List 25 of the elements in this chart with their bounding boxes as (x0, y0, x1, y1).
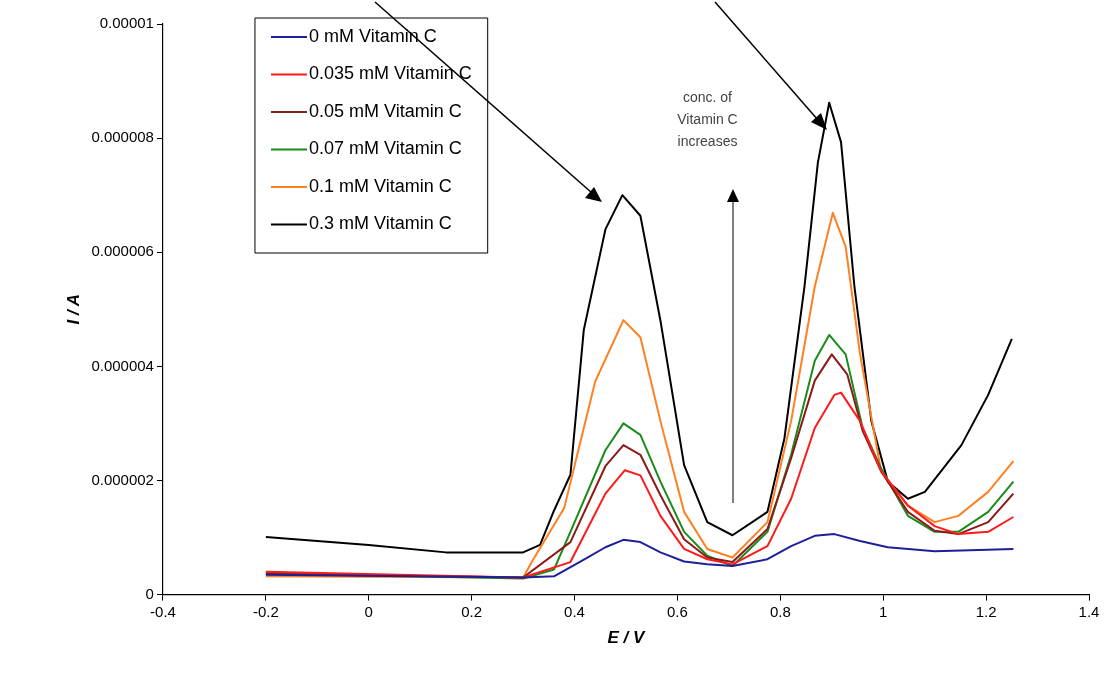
x-tick-label: 0.6 (667, 602, 688, 620)
y-tick-label: 0.000004 (91, 356, 154, 374)
x-tick-label: -0.4 (150, 602, 176, 620)
legend-label: 0.07 mM Vitamin C (308, 138, 462, 159)
legend-label: 0.3 mM Vitamin C (308, 213, 452, 234)
x-tick-label: -0.2 (252, 602, 279, 620)
legend-label: 0.035 mM Vitamin C (308, 63, 472, 84)
x-axis-title: E / V (607, 628, 647, 648)
y-axis-title: I / A (63, 294, 83, 325)
x-tick-label: 0 (364, 602, 373, 620)
x-tick-label: 1.2 (975, 602, 997, 620)
legend-label: 0 mM Vitamin C (308, 25, 437, 46)
x-tick-label: 0.4 (564, 602, 585, 620)
x-tick-label: 0.8 (769, 602, 791, 620)
x-tick-label: 1.4 (1078, 602, 1100, 620)
y-tick-label: 0.000002 (91, 470, 154, 488)
y-tick-label: 0.00001 (99, 14, 154, 32)
x-tick-label: 1 (879, 602, 888, 620)
annotation: conc. of Vitamin C increases (677, 88, 738, 149)
y-tick-label: 0 (145, 584, 154, 602)
y-tick-label: 0.000006 (91, 242, 154, 260)
legend-label: 0.05 mM Vitamin C (308, 100, 462, 121)
y-tick-label: 0.000008 (91, 128, 154, 146)
legend-label: 0.1 mM Vitamin C (308, 175, 452, 196)
x-tick-label: 0.2 (461, 602, 483, 620)
